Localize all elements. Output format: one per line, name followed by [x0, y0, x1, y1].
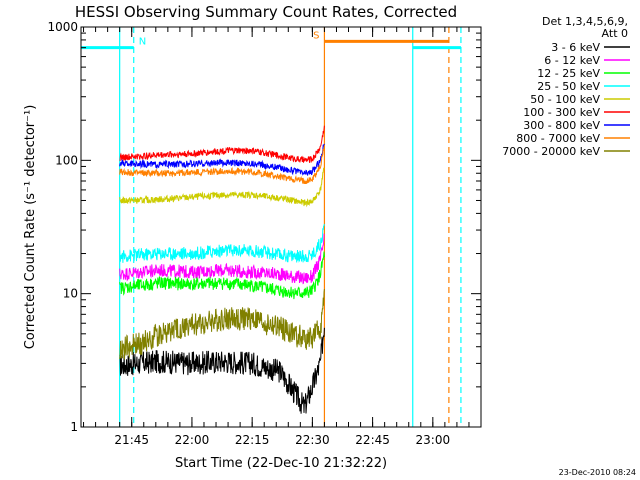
y-tick-label: 100 — [55, 153, 78, 167]
series-line — [119, 251, 325, 300]
x-tick-label: 22:30 — [295, 433, 330, 447]
legend-header-line: Det 1,3,4,5,6,9, — [542, 15, 628, 28]
y-axis-label: Corrected Count Rate (s⁻¹ detector⁻¹) — [23, 105, 38, 350]
legend-label: 12 - 25 keV — [537, 67, 600, 80]
plot-area: NS — [81, 27, 462, 427]
series-line — [119, 289, 325, 360]
legend-label: 3 - 6 keV — [551, 41, 600, 54]
legend-header-line: Att 0 — [602, 27, 628, 40]
series-line — [119, 143, 325, 176]
series-line — [119, 233, 325, 285]
x-tick-label: 21:45 — [114, 433, 149, 447]
series-line — [119, 125, 325, 164]
series-line — [119, 167, 325, 208]
legend-label: 50 - 100 keV — [530, 93, 600, 106]
legend-label: 100 - 300 keV — [523, 106, 600, 119]
y-tick-label: 1 — [70, 420, 78, 434]
annotation-label: S — [313, 30, 319, 41]
x-axis-label: Start Time (22-Dec-10 21:32:22) — [175, 456, 387, 471]
plot-timestamp: 23-Dec-2010 08:24 — [559, 468, 636, 477]
legend-label: 300 - 800 keV — [523, 119, 600, 132]
x-tick-label: 23:00 — [416, 433, 451, 447]
chart-title: HESSI Observing Summary Count Rates, Cor… — [75, 3, 457, 21]
x-tick-label: 22:15 — [235, 433, 270, 447]
legend-label: 7000 - 20000 keV — [502, 145, 600, 158]
legend-header: Det 1,3,4,5,6,9,Att 0 — [542, 15, 628, 40]
plot-frame — [80, 26, 482, 428]
series-line — [119, 327, 325, 414]
axes: 1 10 100 1000 21:45 22:00 22:15 22:30 22:45 23:00 — [47, 20, 482, 447]
series-line — [119, 145, 325, 185]
y-tick-label: 10 — [63, 287, 78, 301]
x-tick-label: 22:00 — [175, 433, 210, 447]
legend-label: 800 - 7000 keV — [516, 132, 600, 145]
series-line — [119, 223, 325, 263]
legend-label: 6 - 12 keV — [544, 54, 600, 67]
x-tick-label: 22:45 — [355, 433, 390, 447]
annotation-label: N — [139, 37, 146, 48]
legend-label: 25 - 50 keV — [537, 80, 600, 93]
y-tick-label: 1000 — [47, 20, 78, 34]
